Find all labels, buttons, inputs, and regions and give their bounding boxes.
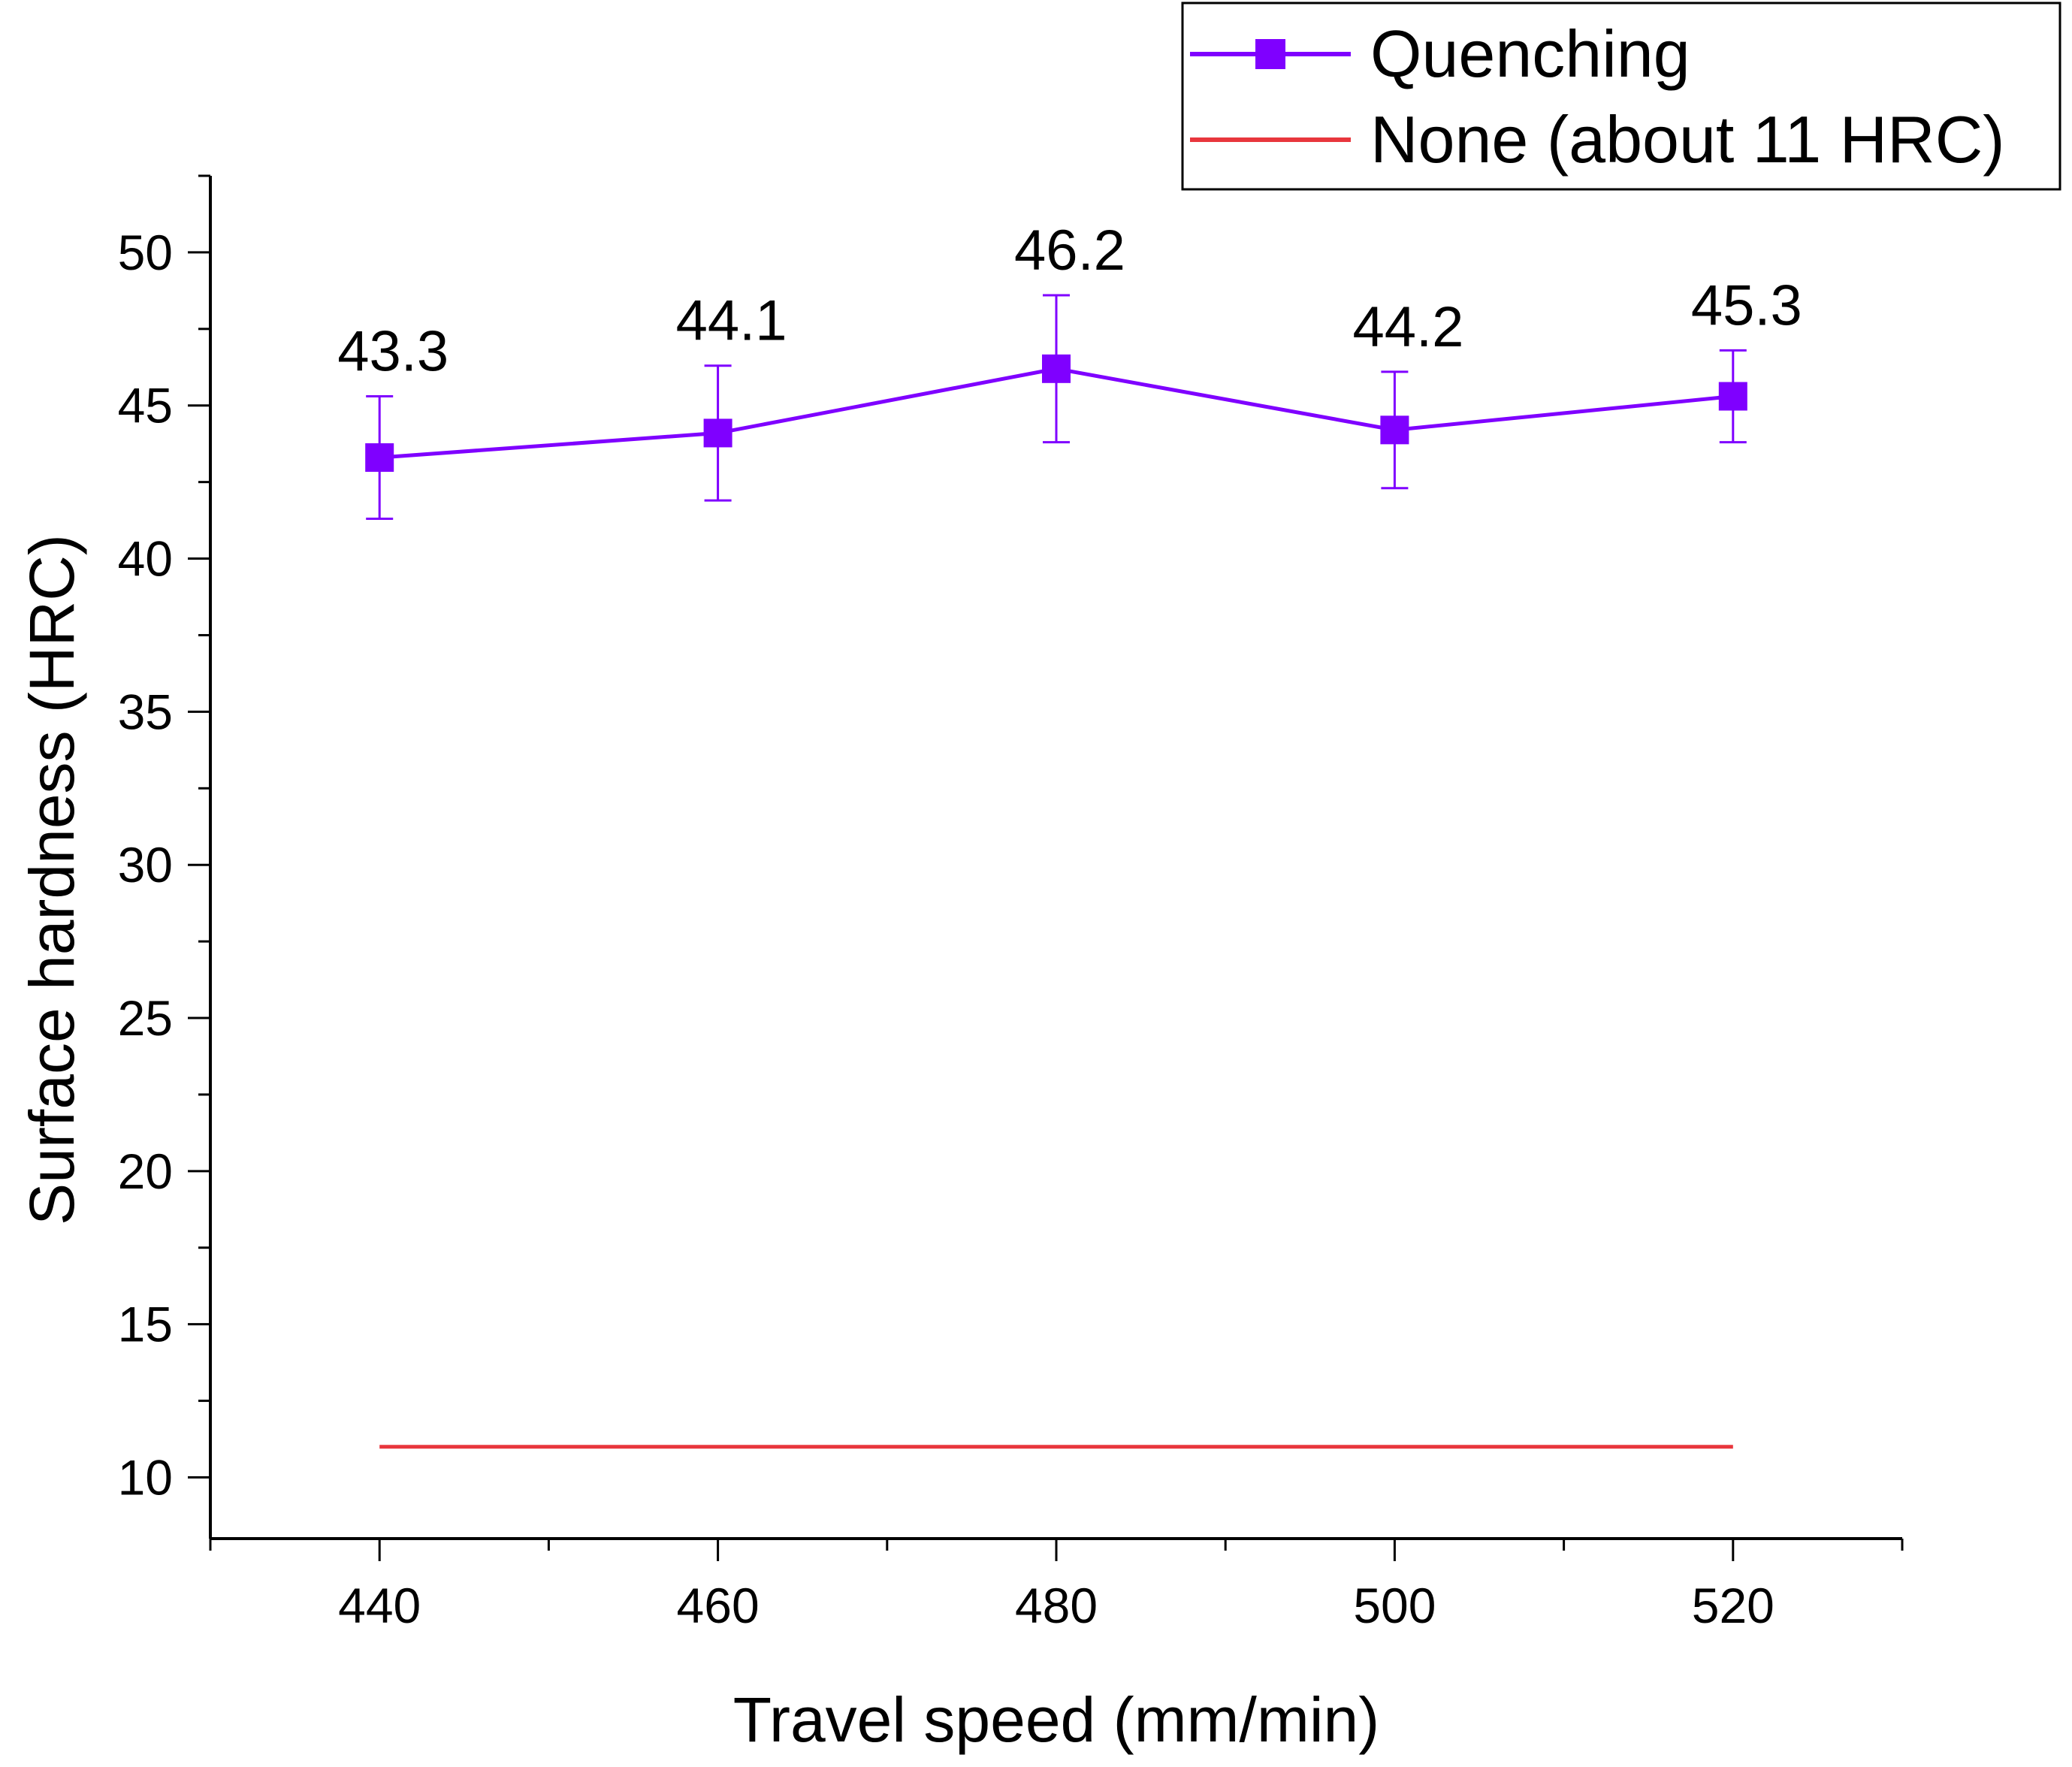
data-label: 46.2	[1014, 219, 1125, 282]
legend-box	[1181, 2, 2061, 191]
y-tick-label: 50	[118, 225, 173, 280]
data-label: 43.3	[337, 320, 449, 384]
data-point-quenching	[1042, 354, 1071, 383]
y-tick-label: 30	[118, 837, 173, 893]
legend-label-none: None (about 11 HRC)	[1370, 102, 2005, 177]
y-tick-label: 20	[118, 1143, 173, 1199]
axes-layer: 440 460 480 500 520 10 15 20 25 30 35 40 45 50 Travel …	[17, 174, 1904, 1755]
data-point-quenching	[1718, 382, 1747, 411]
legend-layer: Quenching None (about 11 HRC)	[1181, 2, 2061, 191]
legend-marker-quenching	[1255, 39, 1285, 69]
x-tick-label: 440	[338, 1578, 421, 1633]
data-point-quenching	[703, 418, 732, 448]
x-axis-title: Travel speed (mm/min)	[733, 1684, 1379, 1755]
y-tick-label: 10	[118, 1449, 173, 1505]
labels-layer: 43.3 44.1 46.2 44.2 45.3	[337, 219, 1802, 384]
y-tick-label: 15	[118, 1297, 173, 1352]
y-tick-label: 40	[118, 531, 173, 587]
y-axis-title: Surface hardness (HRC)	[17, 534, 87, 1225]
legend-label-quenching: Quenching	[1370, 17, 1690, 91]
x-tick-label: 460	[677, 1578, 760, 1633]
x-tick-label: 480	[1015, 1578, 1098, 1633]
x-tick-label: 520	[1692, 1578, 1774, 1633]
data-point-quenching	[365, 443, 394, 473]
series-layer	[365, 294, 1747, 1449]
y-tick-label: 35	[118, 684, 173, 739]
x-tick-label: 500	[1353, 1578, 1436, 1633]
data-label: 45.3	[1691, 273, 1802, 337]
data-label: 44.1	[676, 289, 787, 353]
data-point-quenching	[1380, 415, 1409, 445]
y-tick-label: 25	[118, 990, 173, 1046]
y-tick-label: 45	[118, 378, 173, 433]
data-label: 44.2	[1352, 295, 1463, 359]
